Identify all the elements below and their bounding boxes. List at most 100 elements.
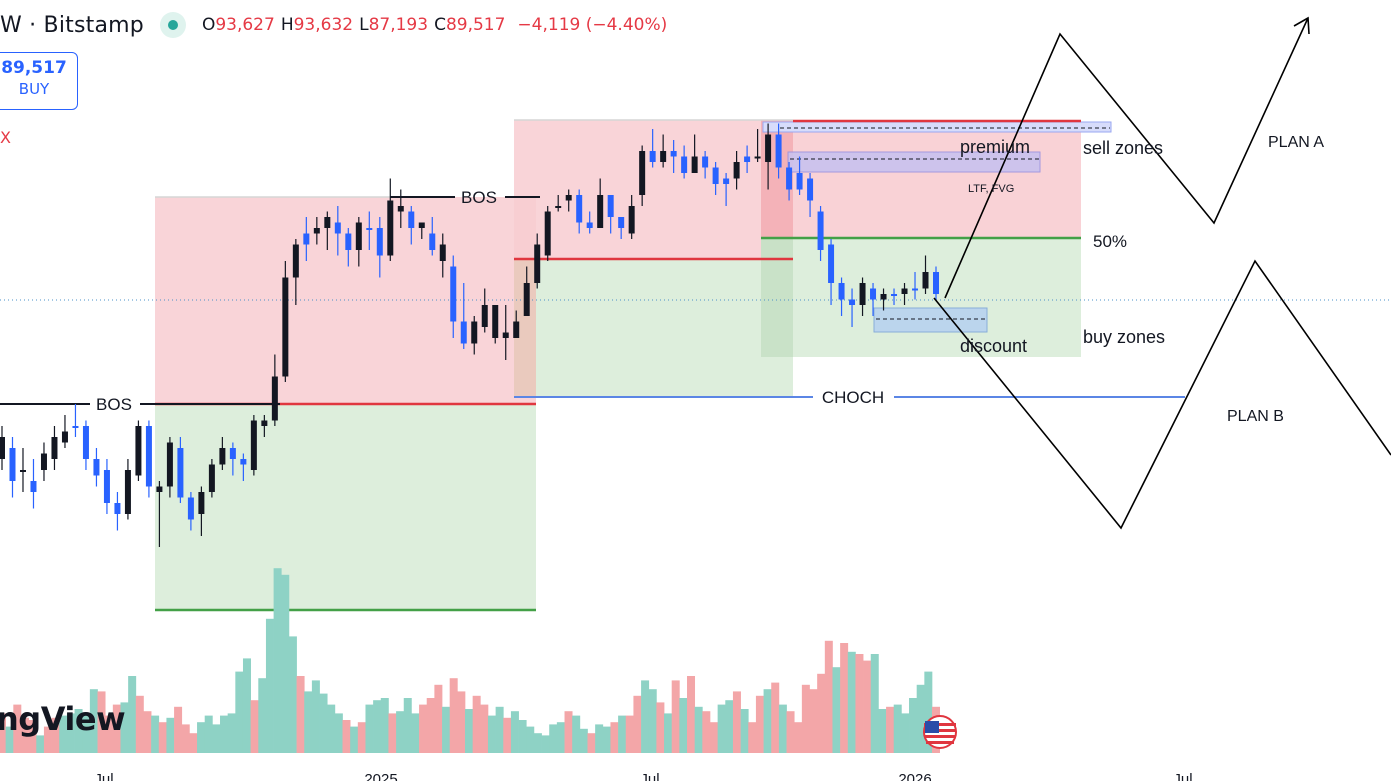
candle-body — [51, 437, 58, 459]
volume-bar — [74, 709, 83, 753]
volume-bar — [748, 722, 757, 753]
volume-bar — [725, 700, 734, 753]
volume-bar — [13, 704, 22, 753]
volume-bar — [541, 735, 550, 753]
volume-bar — [763, 689, 772, 753]
volume-bar — [212, 724, 221, 753]
close-value: 89,517 — [445, 15, 506, 35]
volume-bar — [357, 722, 366, 753]
volume-bar — [20, 717, 29, 753]
discount-zone-right — [761, 238, 1081, 357]
volume-bar — [197, 722, 206, 753]
volume-bar — [687, 676, 696, 753]
candle-body — [681, 156, 688, 173]
volume-bar — [43, 726, 52, 753]
volume-bar — [396, 711, 405, 753]
volume-bar — [886, 706, 895, 753]
premium-label: premium — [960, 137, 1030, 157]
candle-body — [502, 332, 509, 338]
volume-bar — [158, 722, 167, 753]
volume-bar — [5, 726, 14, 753]
volume-bar — [258, 678, 267, 753]
candle-body — [282, 277, 289, 377]
buy-button[interactable]: 89,517 BUY — [0, 52, 78, 110]
candle-body — [481, 305, 488, 327]
candle-body — [891, 294, 898, 296]
volume-bar — [579, 728, 588, 753]
volume-bar — [840, 643, 849, 753]
x-marker: X — [0, 128, 11, 147]
candle-body — [250, 420, 257, 470]
volume-bar — [901, 713, 910, 753]
candle-body — [460, 321, 467, 344]
volume-bar — [105, 715, 114, 753]
x-tick-2026: 2026 — [898, 771, 931, 781]
volume-bar — [59, 715, 68, 753]
volume-bar — [510, 711, 519, 753]
low-value: 87,193 — [368, 15, 429, 35]
choch-label: CHOCH — [822, 388, 884, 407]
candle-body — [376, 228, 383, 256]
volume-bar — [587, 733, 596, 753]
candle-body — [544, 211, 551, 256]
volume-bar — [327, 704, 336, 753]
candle-body — [166, 442, 173, 487]
volume-bar — [832, 667, 841, 753]
candle-body — [187, 497, 194, 520]
volume-bar — [419, 704, 428, 753]
volume-bar — [112, 704, 121, 753]
volume-bar — [442, 706, 451, 753]
volume-bar — [556, 722, 565, 753]
candle-body — [387, 200, 394, 256]
candle-body — [534, 244, 541, 283]
candle-body — [82, 426, 89, 459]
change-value: −4,119 (−4.40%) — [517, 15, 668, 35]
volume-bar — [0, 713, 6, 753]
candle-body — [744, 156, 751, 162]
volume-bar — [786, 711, 795, 753]
candle-body — [565, 195, 572, 201]
bos-label-upper: BOS — [461, 188, 497, 207]
volume-bar — [174, 706, 183, 753]
candle-body — [870, 288, 877, 300]
candle-body — [649, 151, 656, 162]
high-label: H — [280, 15, 294, 35]
volume-bar — [664, 713, 673, 753]
high-value: 93,632 — [293, 15, 354, 35]
candles — [0, 123, 939, 547]
candle-body — [177, 448, 184, 498]
premium-zone-mid — [514, 120, 793, 259]
volume-bar — [97, 691, 106, 753]
market-status-icon[interactable] — [159, 12, 186, 38]
candle-body — [880, 294, 887, 300]
volume-bar — [135, 695, 144, 753]
candle-body — [103, 470, 110, 503]
candle-body — [775, 134, 782, 168]
candle-body — [261, 420, 268, 426]
volume-bar — [250, 700, 259, 753]
volume-bar — [618, 715, 627, 753]
symbol-title[interactable]: W · Bitstamp — [0, 12, 144, 38]
volume-bar — [863, 660, 872, 753]
volume-bar — [572, 715, 581, 753]
volume-bar — [855, 654, 864, 753]
volume-bar — [847, 651, 856, 753]
volume-bar — [801, 684, 810, 753]
volume-bar — [717, 704, 726, 753]
x-tick-jul-2025: Jul — [640, 771, 659, 781]
candle-body — [807, 178, 814, 201]
volume-bar — [457, 691, 466, 753]
candle-body — [450, 266, 457, 322]
plan-a-path — [944, 17, 1309, 299]
buy-label: BUY — [18, 80, 50, 98]
us-flag-icon[interactable] — [918, 714, 962, 750]
volume-bar — [342, 720, 351, 753]
candle-body — [555, 206, 562, 208]
fvg-box-discount — [873, 307, 988, 333]
volume-bar — [809, 689, 818, 753]
candle-body — [72, 426, 79, 428]
candle-body — [723, 178, 730, 184]
volume-bar — [411, 713, 420, 753]
volume-bar — [365, 704, 374, 753]
